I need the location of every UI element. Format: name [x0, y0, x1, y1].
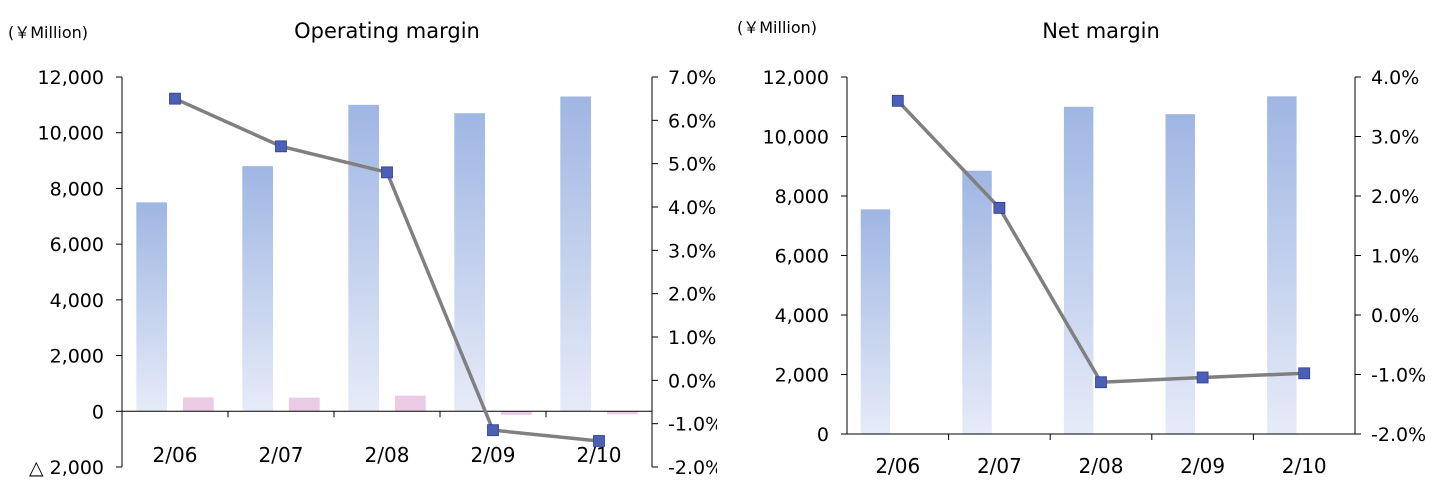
- sales-bar-2/08: [1063, 106, 1094, 434]
- sales-bar-2/07: [242, 166, 274, 412]
- x-tick-label: 2/06: [875, 454, 920, 478]
- y2-tick-label: 4.0%: [668, 197, 716, 219]
- x-tick-label: 2/09: [1180, 454, 1225, 478]
- margin-point-2/08: [381, 166, 393, 179]
- margin-point-2/06: [891, 94, 904, 107]
- y2-tick-label: -1.0%: [1371, 365, 1426, 387]
- y-tick-label: △ 2,000: [29, 457, 104, 479]
- profit-bar-2/09: [500, 411, 532, 415]
- margin-point-2/09: [487, 424, 499, 437]
- margin-point-2/10: [593, 435, 605, 447]
- sales-bar-2/06: [860, 209, 891, 434]
- chart-svg: Net margin (￥Million) 12,000 10,000 8,000 6,0…: [737, 18, 1426, 478]
- x-tick-label: 2/10: [577, 443, 622, 467]
- y2-tick-label: 0.0%: [668, 370, 716, 392]
- x-tick-label: 2/10: [1282, 454, 1327, 478]
- chart-svg: Operating margin (￥Million) 12,000 10,000 8,…: [8, 19, 717, 479]
- margin-point-2/07: [993, 201, 1006, 214]
- margin-point-2/06: [169, 92, 181, 105]
- y-tick-label: 6,000: [50, 234, 104, 256]
- y-tick-label: 12,000: [38, 67, 104, 89]
- margin-line: [896, 99, 1305, 385]
- y2-tick-label: 2.0%: [668, 284, 716, 306]
- chart-title: Net margin: [1042, 19, 1160, 43]
- y2-tick-label: -2.0%: [668, 457, 717, 479]
- profit-bar-2/06: [182, 397, 214, 412]
- y2-tick-label: 3.0%: [668, 240, 716, 262]
- sales-bar-2/08: [348, 104, 380, 412]
- operating-margin-chart: Operating margin (￥Million) 12,000 10,000 8,…: [8, 19, 717, 479]
- chart-title: Operating margin: [294, 19, 480, 43]
- y2-tick-label: 1.0%: [1371, 246, 1419, 268]
- margin-point-2/07: [275, 140, 287, 153]
- margin-point-2/10: [1298, 367, 1311, 380]
- y-tick-label: 4,000: [50, 290, 104, 312]
- y2-tick-label: 1.0%: [668, 327, 716, 349]
- y2-tick-label: 4.0%: [1371, 67, 1419, 89]
- margin-line: [174, 97, 600, 443]
- y-tick-label: 12,000: [763, 67, 829, 89]
- y-tick-label: 8,000: [50, 178, 104, 200]
- y-tick-label: 0: [92, 401, 104, 423]
- y2-tick-label: 3.0%: [1371, 127, 1419, 149]
- profit-bar-2/08: [394, 395, 426, 412]
- sales-bar-2/07: [962, 170, 992, 434]
- y-tick-label: 10,000: [38, 123, 104, 145]
- y2-tick-label: 2.0%: [1371, 186, 1419, 208]
- y2-tick-label: 5.0%: [668, 154, 716, 176]
- y-tick-label: 0: [817, 424, 829, 446]
- y2-tick-label: 7.0%: [668, 67, 716, 89]
- x-tick-label: 2/07: [977, 454, 1022, 478]
- y-axis-unit-label: (￥Million): [8, 23, 88, 42]
- y2-tick-label: -2.0%: [1371, 424, 1426, 446]
- y2-tick-label: -1.0%: [668, 414, 717, 436]
- x-tick-label: 2/06: [153, 443, 198, 467]
- y2-tick-label: 0.0%: [1371, 305, 1419, 327]
- y-axis-unit-label: (￥Million): [737, 18, 817, 37]
- y-tick-label: 10,000: [763, 127, 829, 149]
- margin-point-2/09: [1196, 371, 1209, 384]
- sales-bar-2/06: [136, 202, 168, 412]
- x-tick-label: 2/07: [259, 443, 304, 467]
- y-tick-label: 8,000: [775, 186, 829, 208]
- sales-bar-2/10: [1267, 96, 1297, 435]
- y-tick-label: 4,000: [775, 305, 829, 327]
- y-tick-label: 2,000: [50, 346, 104, 368]
- x-tick-label: 2/08: [1079, 454, 1124, 478]
- profit-bar-2/07: [288, 397, 320, 412]
- margin-point-2/08: [1095, 376, 1107, 389]
- sales-bar-2/10: [560, 96, 592, 412]
- sales-bar-2/09: [1165, 114, 1195, 434]
- y-tick-label: 6,000: [775, 246, 829, 268]
- profit-bar-2/10: [606, 411, 638, 415]
- x-tick-label: 2/08: [365, 443, 410, 467]
- y2-tick-label: 6.0%: [668, 110, 716, 132]
- sales-bar-2/09: [454, 113, 486, 412]
- x-tick-label: 2/09: [471, 443, 516, 467]
- net-margin-chart: Net margin (￥Million) 12,000 10,000 8,000 6,0…: [717, 0, 1434, 482]
- y-tick-label: 2,000: [775, 365, 829, 387]
